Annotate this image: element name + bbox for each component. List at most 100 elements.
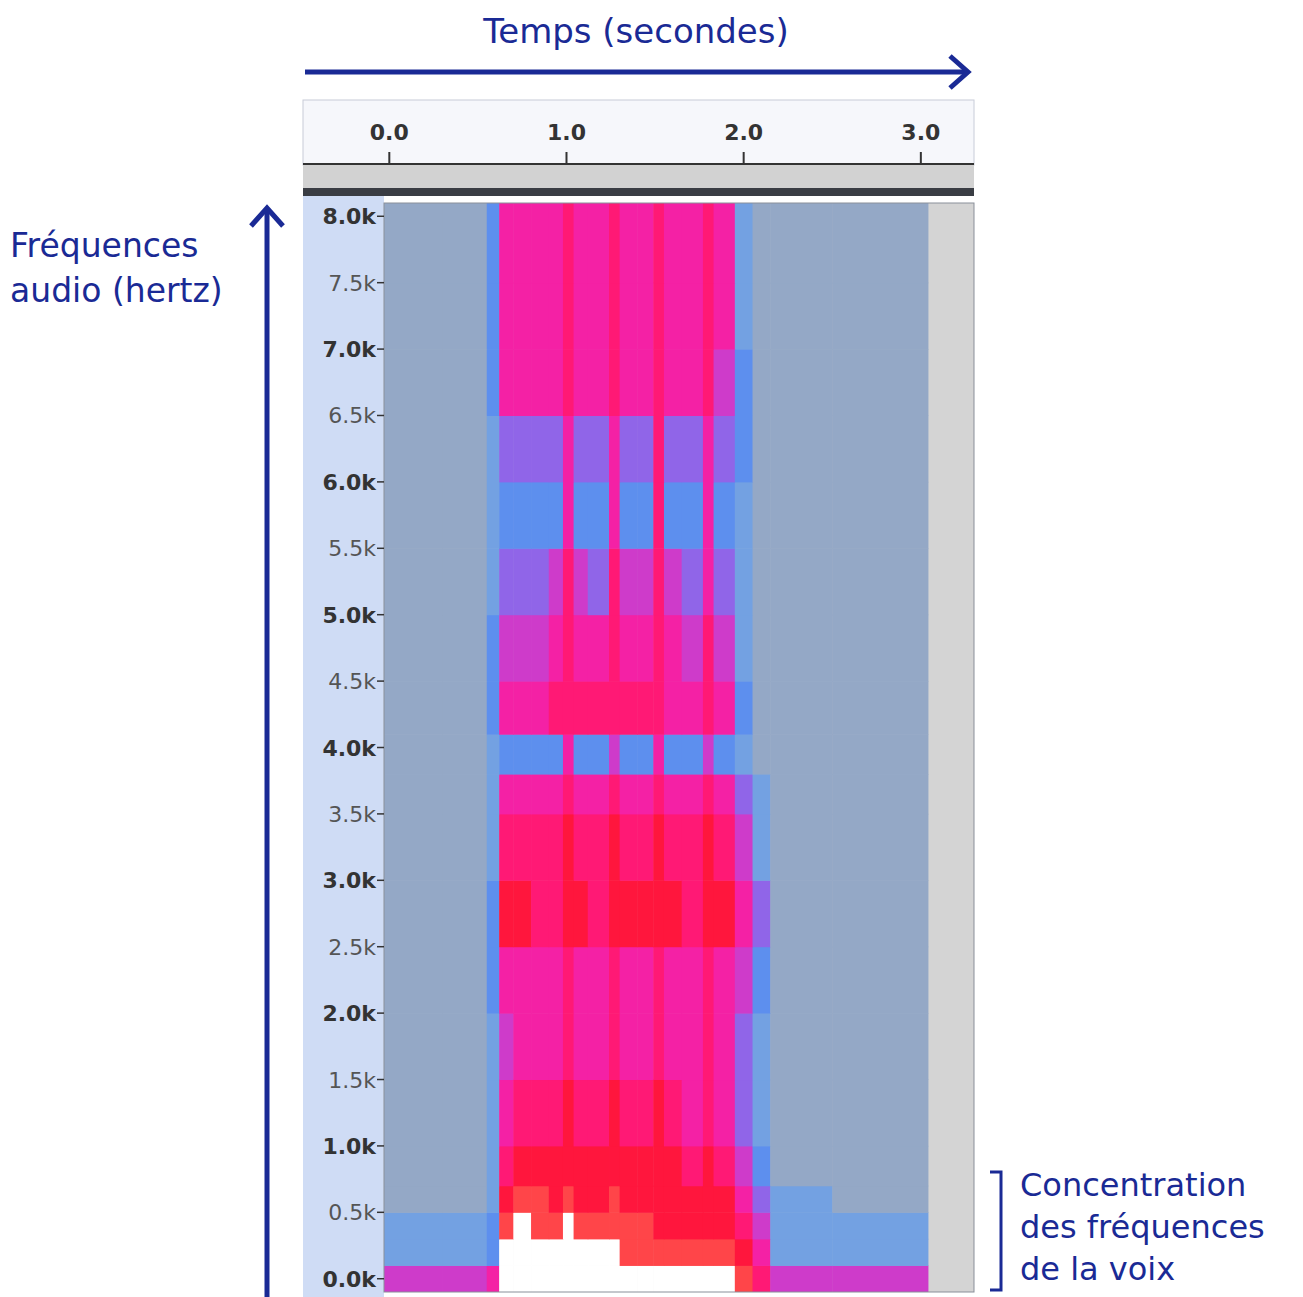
spectrogram-cell bbox=[682, 947, 704, 1014]
spectrogram-cell bbox=[735, 548, 753, 615]
spectrogram-cell bbox=[531, 1080, 549, 1147]
spectrogram-cell bbox=[620, 1080, 638, 1147]
spectrogram-cell bbox=[549, 203, 564, 283]
y-tick-label: 0.5k bbox=[328, 1200, 376, 1225]
spectrogram-cell bbox=[753, 1146, 771, 1186]
x-arrow-head bbox=[950, 56, 968, 88]
spectrogram-cell bbox=[609, 615, 620, 682]
spectrogram-cell bbox=[531, 734, 549, 774]
spectrogram-cell bbox=[574, 1013, 589, 1080]
spectrogram-cell bbox=[384, 774, 443, 814]
spectrogram-cell bbox=[563, 415, 574, 482]
spectrogram-cell bbox=[531, 283, 549, 350]
spectrogram-cell bbox=[513, 203, 531, 283]
spectrogram-cell bbox=[487, 1239, 500, 1266]
y-tick-label: 3.5k bbox=[328, 802, 376, 827]
spectrogram-cell bbox=[703, 349, 714, 416]
spectrogram-cell bbox=[735, 1013, 753, 1080]
spectrogram-cell bbox=[714, 1080, 736, 1147]
spectrogram-cell bbox=[653, 880, 664, 947]
spectrogram-cell bbox=[499, 349, 514, 416]
spectrogram-cell bbox=[563, 1080, 574, 1147]
spectrogram-cell bbox=[531, 1186, 549, 1213]
spectrogram-cell bbox=[499, 1186, 514, 1213]
spectrogram-cell bbox=[620, 947, 638, 1014]
spectrogram-cell bbox=[487, 415, 500, 482]
spectrogram-cell bbox=[531, 880, 549, 947]
spectrogram-cell bbox=[549, 1212, 564, 1239]
spectrogram-cell bbox=[735, 1212, 753, 1239]
time-ruler bbox=[303, 100, 974, 165]
y-tick-label: 2.5k bbox=[328, 935, 376, 960]
spectrogram-cell bbox=[487, 203, 500, 283]
spectrogram-cell bbox=[637, 880, 653, 947]
spectrogram-cell bbox=[664, 615, 682, 682]
spectrogram-cell bbox=[770, 548, 833, 615]
spectrogram-cell bbox=[653, 734, 664, 774]
spectrogram-cell bbox=[653, 615, 664, 682]
spectrogram-cell bbox=[499, 548, 514, 615]
spectrogram-cell bbox=[531, 349, 549, 416]
spectrogram-cell bbox=[714, 1212, 736, 1239]
spectrogram-cell bbox=[664, 415, 682, 482]
spectrogram-cell bbox=[714, 774, 736, 814]
spectrogram-cell bbox=[753, 283, 771, 350]
spectrogram-cell bbox=[487, 482, 500, 549]
spectrogram-cell bbox=[588, 814, 610, 881]
spectrogram-cell bbox=[653, 415, 664, 482]
x-tick bbox=[565, 152, 567, 163]
spectrogram-cell bbox=[770, 203, 833, 283]
spectrogram-cell bbox=[384, 880, 443, 947]
spectrogram-cell bbox=[609, 1212, 620, 1239]
y-tick bbox=[377, 680, 384, 682]
spectrogram-cell bbox=[637, 615, 653, 682]
spectrogram-cell bbox=[609, 1239, 620, 1266]
spectrogram-cell bbox=[588, 1212, 610, 1239]
spectrogram-cell bbox=[637, 1265, 653, 1292]
spectrogram-cell bbox=[770, 880, 833, 947]
spectrogram-cell bbox=[574, 615, 589, 682]
spectrogram-cell bbox=[588, 548, 610, 615]
spectrogram-cell bbox=[714, 283, 736, 350]
spectrogram-cell bbox=[637, 814, 653, 881]
spectrogram-cell bbox=[714, 415, 736, 482]
spectrogram-cell bbox=[549, 283, 564, 350]
y-tick-label: 1.5k bbox=[328, 1068, 376, 1093]
y-tick-label: 6.0k bbox=[322, 470, 377, 495]
spectrogram-cell bbox=[664, 349, 682, 416]
spectrogram-cell bbox=[574, 1186, 589, 1213]
spectrogram-cell bbox=[735, 1146, 753, 1186]
spectrogram-cell bbox=[531, 548, 549, 615]
spectrogram-cell bbox=[513, 1146, 531, 1186]
y-tick bbox=[377, 216, 384, 218]
y-tick-label: 3.0k bbox=[322, 868, 377, 893]
spectrogram-cell bbox=[499, 947, 514, 1014]
spectrogram-cell bbox=[664, 681, 682, 735]
spectrogram-cell bbox=[588, 1080, 610, 1147]
spectrogram-cell bbox=[703, 947, 714, 1014]
spectrogram-cell bbox=[753, 1013, 771, 1080]
spectrogram-cell bbox=[664, 482, 682, 549]
spectrogram-cell bbox=[664, 1186, 682, 1213]
y-tick bbox=[377, 548, 384, 550]
spectrogram-cell bbox=[653, 1265, 664, 1292]
y-tick-label: 5.5k bbox=[328, 536, 376, 561]
spectrogram-cell bbox=[487, 1212, 500, 1239]
spectrogram-cell bbox=[549, 615, 564, 682]
spectrogram-cell bbox=[714, 349, 736, 416]
spectrogram-cell bbox=[384, 1146, 443, 1186]
y-tick-label: 4.5k bbox=[328, 669, 376, 694]
spectrogram-cell bbox=[703, 482, 714, 549]
spectrogram-cell bbox=[682, 1239, 704, 1266]
spectrogram-cell bbox=[770, 814, 833, 881]
spectrogram-cell bbox=[574, 1265, 589, 1292]
spectrogram-cell bbox=[588, 774, 610, 814]
spectrogram-cell bbox=[637, 349, 653, 416]
spectrogram-cell bbox=[442, 880, 487, 947]
spectrogram-cell bbox=[682, 615, 704, 682]
spectrogram-cell bbox=[832, 880, 928, 947]
spectrogram-cell bbox=[384, 1265, 443, 1292]
spectrogram-cell bbox=[549, 1013, 564, 1080]
spectrogram-cell bbox=[664, 283, 682, 350]
spectrogram-cell bbox=[487, 947, 500, 1014]
